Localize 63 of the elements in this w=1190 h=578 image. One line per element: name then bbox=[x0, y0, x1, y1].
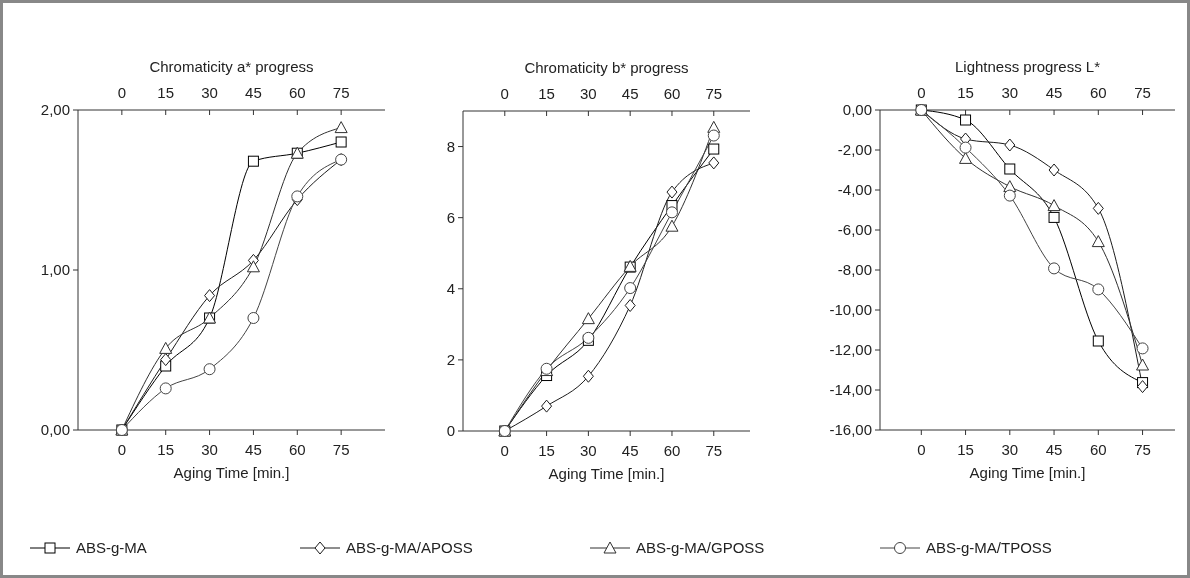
x-tick-label: 45 bbox=[621, 85, 639, 102]
y-tick-label: 2,00 bbox=[40, 101, 70, 119]
x2-tick-label: 45 bbox=[1045, 441, 1063, 458]
y-tick-label: -10,00 bbox=[829, 301, 872, 319]
x-tick-label: 15 bbox=[157, 84, 175, 101]
x-tick-label: 30 bbox=[580, 85, 597, 102]
y-tick-label: -8,00 bbox=[837, 261, 872, 279]
x-tick-label: 30 bbox=[1001, 84, 1019, 101]
x2-tick-label: 0 bbox=[917, 441, 926, 458]
x-tick-label: 0 bbox=[500, 85, 509, 102]
y-tick-label: -4,00 bbox=[837, 181, 872, 199]
y-tick-label: 6 bbox=[446, 208, 455, 226]
x-tick-label: 45 bbox=[245, 84, 262, 101]
x-tick-label: 0 bbox=[117, 84, 127, 101]
y-tick-label: 2 bbox=[446, 351, 455, 369]
x2-tick-label: 75 bbox=[1134, 441, 1151, 458]
x-axis-title: Aging Time [min.] bbox=[173, 464, 290, 481]
x2-tick-label: 60 bbox=[663, 442, 681, 459]
x2-tick-label: 30 bbox=[201, 441, 218, 458]
y-tick-label: 4 bbox=[446, 280, 455, 298]
x2-tick-label: 45 bbox=[621, 442, 639, 459]
y-tick-label: 0,00 bbox=[842, 101, 872, 119]
x-tick-label: 15 bbox=[957, 84, 974, 101]
x-tick-label: 75 bbox=[1134, 84, 1151, 101]
x-tick-label: 45 bbox=[1045, 84, 1063, 101]
x2-tick-label: 30 bbox=[580, 442, 597, 459]
x-tick-label: 15 bbox=[538, 85, 555, 102]
y-tick-label: -6,00 bbox=[837, 221, 872, 239]
x2-tick-label: 30 bbox=[1001, 441, 1019, 458]
y-tick-label: 8 bbox=[446, 137, 455, 155]
x2-tick-label: 60 bbox=[1089, 441, 1107, 458]
legend-label: ABS-g-MA/TPOSS bbox=[926, 539, 1052, 557]
x2-tick-label: 0 bbox=[117, 441, 127, 458]
x2-tick-label: 15 bbox=[957, 441, 974, 458]
y-tick-label: -16,00 bbox=[829, 421, 872, 439]
x2-tick-label: 75 bbox=[705, 442, 723, 459]
chart-title: Chromaticity b* progress bbox=[524, 59, 689, 76]
y-tick-label: -14,00 bbox=[829, 381, 872, 399]
chart-title: Lightness progress L* bbox=[954, 58, 1101, 75]
legend-label: ABS-g-MA bbox=[76, 539, 147, 557]
y-tick-label: -2,00 bbox=[837, 141, 872, 159]
y-tick-label: -12,00 bbox=[829, 341, 872, 359]
legend-label: ABS-g-MA/APOSS bbox=[346, 539, 473, 557]
y-tick-label: 0,00 bbox=[40, 421, 70, 439]
x2-tick-label: 45 bbox=[245, 441, 262, 458]
x2-tick-label: 75 bbox=[332, 441, 350, 458]
x-tick-label: 60 bbox=[1089, 84, 1107, 101]
x2-tick-label: 60 bbox=[288, 441, 306, 458]
x-tick-label: 75 bbox=[705, 85, 723, 102]
x2-tick-label: 15 bbox=[157, 441, 175, 458]
y-tick-label: 1,00 bbox=[40, 261, 70, 279]
x-axis-title: Aging Time [min.] bbox=[548, 465, 665, 482]
chart-title: Chromaticity a* progress bbox=[149, 58, 314, 75]
x-tick-label: 30 bbox=[201, 84, 218, 101]
x-axis-title: Aging Time [min.] bbox=[969, 464, 1086, 481]
x-tick-label: 60 bbox=[663, 85, 681, 102]
y-tick-label: 0 bbox=[446, 422, 455, 440]
x2-tick-label: 0 bbox=[500, 442, 509, 459]
x-tick-label: 75 bbox=[332, 84, 350, 101]
x2-tick-label: 15 bbox=[538, 442, 555, 459]
legend-label: ABS-g-MA/GPOSS bbox=[636, 539, 765, 557]
x-tick-label: 0 bbox=[917, 84, 926, 101]
x-tick-label: 60 bbox=[288, 84, 306, 101]
